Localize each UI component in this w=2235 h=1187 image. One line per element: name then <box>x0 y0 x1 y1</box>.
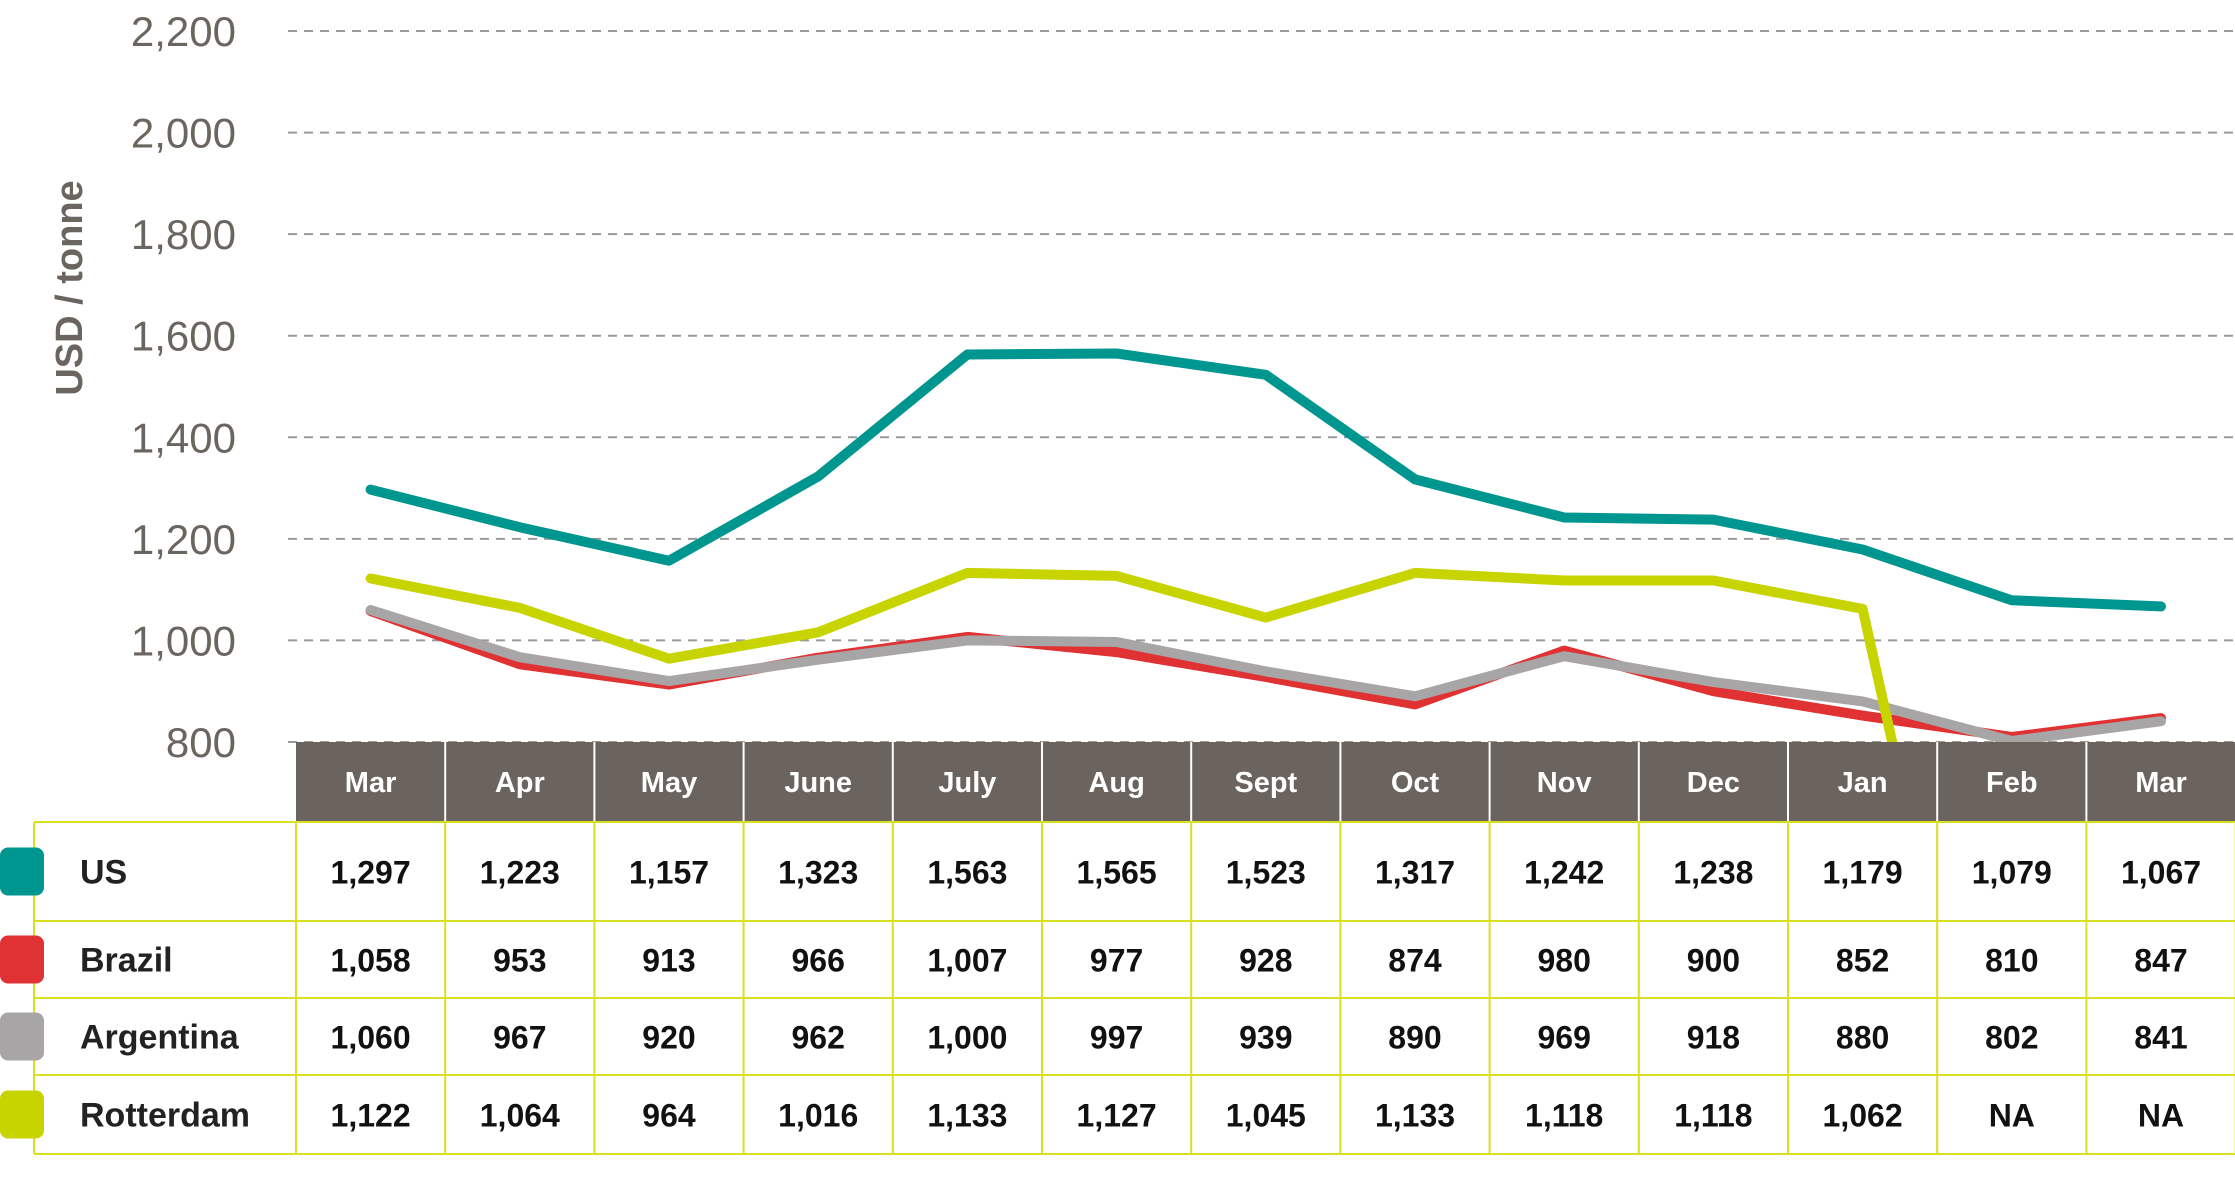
data-label: 997 <box>1090 1020 1143 1056</box>
data-label: 1,297 <box>331 855 411 891</box>
data-label: NA <box>2138 1098 2184 1134</box>
data-label: 1,000 <box>927 1020 1007 1056</box>
legend-swatch-brazil <box>0 935 44 984</box>
data-label: 1,062 <box>1823 1098 1903 1134</box>
series-line-argentina <box>365 605 2166 746</box>
data-label: 1,058 <box>331 943 411 979</box>
data-label: 1,133 <box>927 1098 1007 1134</box>
data-label: 969 <box>1538 1020 1591 1056</box>
data-label: 913 <box>642 943 695 979</box>
data-label: 1,064 <box>480 1098 560 1134</box>
x-tick-label: Sept <box>1234 767 1297 799</box>
y-tick-label: 1,400 <box>131 414 236 461</box>
x-tick-label: July <box>938 767 996 799</box>
data-label: 880 <box>1836 1020 1889 1056</box>
data-label: 1,565 <box>1077 855 1157 891</box>
series-line-us <box>365 348 2166 612</box>
data-label: 847 <box>2134 943 2187 979</box>
y-tick-label: 2,200 <box>131 8 236 55</box>
data-label: 1,118 <box>1674 1098 1752 1134</box>
data-label: 1,157 <box>629 855 709 891</box>
data-label: 980 <box>1538 943 1591 979</box>
data-label: 1,118 <box>1525 1098 1603 1134</box>
data-label: 920 <box>642 1020 695 1056</box>
x-tick-label: Feb <box>1986 767 2038 799</box>
y-tick-label: 2,000 <box>131 110 236 157</box>
gridlines <box>288 30 2235 743</box>
y-tick-label: 1,600 <box>131 313 236 360</box>
data-label: 1,523 <box>1226 855 1306 891</box>
data-label: 802 <box>1985 1020 2038 1056</box>
legend-label: Argentina <box>80 1019 240 1057</box>
data-label: 1,067 <box>2121 855 2201 891</box>
data-label: 1,223 <box>480 855 560 891</box>
x-tick-label: Dec <box>1687 767 1740 799</box>
data-label: 1,323 <box>778 855 858 891</box>
data-label: 962 <box>792 1020 845 1056</box>
legend-swatch-argentina <box>0 1012 44 1061</box>
data-label: 1,133 <box>1375 1098 1455 1134</box>
data-label: 900 <box>1687 943 1740 979</box>
data-label: 1,007 <box>927 943 1007 979</box>
y-tick-label: 800 <box>166 719 236 766</box>
data-table: Mar Apr May June July Aug Sept Oct Nov Dec Jan Feb M… <box>0 742 2235 1155</box>
legend-swatch-rotterdam <box>0 1090 44 1139</box>
y-tick-label: 1,800 <box>131 211 236 258</box>
data-label: 977 <box>1090 943 1143 979</box>
y-axis-label: USD / tonne <box>49 180 91 395</box>
series-line-rotterdam <box>365 567 1898 749</box>
data-label: 890 <box>1388 1020 1441 1056</box>
data-label: 1,563 <box>927 855 1007 891</box>
data-label: 1,079 <box>1972 855 2052 891</box>
data-label: 841 <box>2134 1020 2187 1056</box>
data-label: 966 <box>792 943 845 979</box>
data-label: 939 <box>1239 1020 1292 1056</box>
table-header-bg <box>296 742 2235 822</box>
data-label: 852 <box>1836 943 1889 979</box>
y-axis-ticks: 800 1,000 1,200 1,400 1,600 1,800 2,000 2,200 <box>131 8 236 766</box>
legend-label: US <box>80 854 127 892</box>
y-tick-label: 1,200 <box>131 516 236 563</box>
data-label: 1,179 <box>1823 855 1903 891</box>
data-label: 928 <box>1239 943 1292 979</box>
x-tick-label: Mar <box>2135 767 2187 799</box>
data-label: 918 <box>1687 1020 1740 1056</box>
data-label: 1,317 <box>1375 855 1455 891</box>
data-label: 967 <box>493 1020 546 1056</box>
data-label: 953 <box>493 943 546 979</box>
x-tick-label: May <box>641 767 697 799</box>
series-lines <box>365 348 2166 749</box>
x-tick-label: Jan <box>1838 767 1888 799</box>
data-label: 964 <box>642 1098 696 1134</box>
data-label: 1,016 <box>778 1098 858 1134</box>
legend-label: Rotterdam <box>80 1097 250 1135</box>
data-label: 1,238 <box>1673 855 1753 891</box>
data-label: 1,045 <box>1226 1098 1306 1134</box>
x-tick-label: Apr <box>495 767 545 799</box>
data-label: 810 <box>1985 943 2038 979</box>
data-label: 1,127 <box>1077 1098 1157 1134</box>
y-tick-label: 1,000 <box>131 617 236 664</box>
data-label: NA <box>1989 1098 2035 1134</box>
data-label: 1,122 <box>331 1098 411 1134</box>
legend-swatch-us <box>0 847 44 896</box>
x-tick-label: June <box>784 767 852 799</box>
data-label: 1,242 <box>1524 855 1604 891</box>
x-tick-label: Oct <box>1391 767 1440 799</box>
x-tick-label: Mar <box>345 767 397 799</box>
x-tick-label: Aug <box>1088 767 1144 799</box>
x-tick-label: Nov <box>1537 767 1592 799</box>
data-label: 1,060 <box>331 1020 411 1056</box>
data-label: 874 <box>1388 943 1442 979</box>
legend-label: Brazil <box>80 942 173 980</box>
